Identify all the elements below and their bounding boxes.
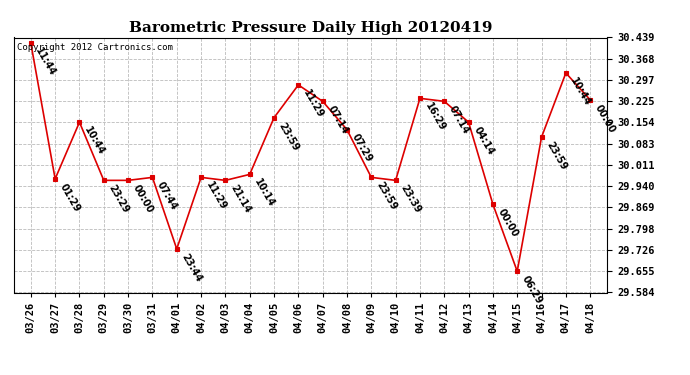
Text: 07:14: 07:14	[447, 104, 471, 136]
Text: 23:59: 23:59	[277, 120, 301, 152]
Text: 10:44: 10:44	[82, 125, 106, 157]
Title: Barometric Pressure Daily High 20120419: Barometric Pressure Daily High 20120419	[129, 21, 492, 35]
Text: 10:14: 10:14	[253, 177, 277, 209]
Text: 11:44: 11:44	[34, 46, 58, 78]
Text: 07:44: 07:44	[155, 180, 179, 212]
Text: 23:44: 23:44	[179, 252, 204, 284]
Text: 11:29: 11:29	[301, 88, 325, 120]
Text: 23:59: 23:59	[374, 180, 398, 212]
Text: 00:00: 00:00	[495, 207, 520, 239]
Text: 16:29: 16:29	[423, 101, 447, 133]
Text: 01:29: 01:29	[58, 182, 82, 213]
Text: 00:00: 00:00	[131, 183, 155, 215]
Text: 10:44: 10:44	[569, 76, 593, 108]
Text: 00:00: 00:00	[593, 103, 617, 135]
Text: 23:29: 23:29	[106, 183, 130, 215]
Text: 21:14: 21:14	[228, 183, 253, 215]
Text: 07:14: 07:14	[326, 104, 350, 136]
Text: 23:59: 23:59	[544, 140, 569, 172]
Text: 06:29: 06:29	[520, 274, 544, 306]
Text: 11:29: 11:29	[204, 180, 228, 212]
Text: Copyright 2012 Cartronics.com: Copyright 2012 Cartronics.com	[17, 43, 172, 52]
Text: 07:29: 07:29	[350, 132, 374, 164]
Text: 04:14: 04:14	[471, 125, 495, 157]
Text: 23:39: 23:39	[398, 183, 422, 215]
